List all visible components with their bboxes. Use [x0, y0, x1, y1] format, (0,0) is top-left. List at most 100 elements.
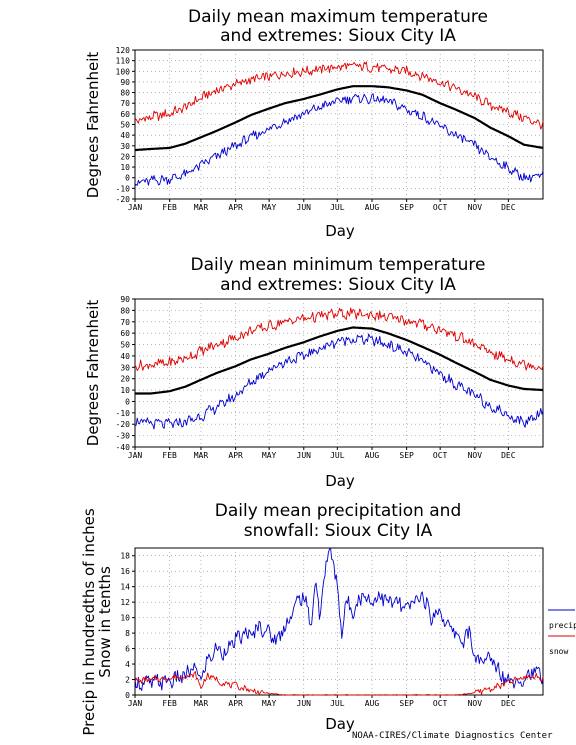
series-mean-line	[135, 85, 544, 152]
y-tick-label: 80	[120, 306, 130, 315]
x-tick-label: SEP	[399, 699, 414, 708]
chart-title-line-1: Daily mean minimum temperature	[191, 255, 486, 275]
x-tick-label: OCT	[433, 203, 448, 212]
plot-area-precip: 0 2 4 6 8 10 12 14 16 18 JAN FEB MAR APR MAY JUN JUL AUG S…	[120, 547, 544, 708]
series-mean-line	[135, 326, 544, 395]
x-tick-label: AUG	[365, 203, 380, 212]
y-tick-label: 90	[120, 295, 130, 304]
y-axis-label-line-2: Snow in tenths	[96, 566, 114, 678]
chart-title-line-1: Daily mean maximum temperature	[188, 7, 488, 27]
y-tick-label: -20	[116, 420, 131, 429]
x-axis-label: Day	[325, 222, 355, 240]
plot-frame	[134, 547, 544, 696]
y-tick-label: 30	[120, 142, 130, 151]
x-tick-label: DEC	[501, 203, 516, 212]
plot-frame	[134, 298, 544, 448]
y-tick-label: 70	[120, 99, 130, 108]
x-tick-label: OCT	[433, 699, 448, 708]
y-tick-label: -20	[116, 195, 131, 204]
x-tick-label: APR	[228, 203, 243, 212]
y-tick-label: 18	[120, 552, 130, 561]
panel-precipitation: Daily mean precipitation and snowfall: S…	[80, 501, 576, 736]
x-tick-label: APR	[228, 699, 243, 708]
x-tick-label: MAY	[262, 203, 277, 212]
x-tick-label: JUL	[330, 699, 345, 708]
plot-area-min: -40 -30 -20 -10 0 10 20 30 40 50 60 70 80 90 JAN FEB MAR…	[116, 295, 544, 460]
y-tick-label: 100	[116, 67, 131, 76]
series-snow-line	[134, 671, 544, 696]
y-tick-label: 60	[120, 110, 130, 119]
x-tick-label: JUN	[297, 699, 312, 708]
y-tick-label: 10	[120, 163, 130, 172]
x-tick-label: DEC	[501, 451, 516, 460]
panel-min-temperature: Daily mean minimum temperature and extre…	[84, 255, 544, 490]
series-record-low-line	[134, 333, 544, 430]
x-tick-label: MAR	[194, 451, 209, 460]
y-tick-label: 16	[120, 567, 130, 576]
y-tick-label: 10	[120, 614, 130, 623]
y-tick-label: 120	[116, 46, 131, 55]
y-tick-label: 10	[120, 386, 130, 395]
legend-label-snow: snow	[549, 647, 568, 656]
chart-title-line-1: Daily mean precipitation and	[215, 501, 462, 521]
panel-max-temperature: Daily mean maximum temperature and extre…	[84, 7, 544, 240]
y-tick-label: -10	[116, 184, 131, 193]
series-precip-line	[134, 547, 544, 691]
x-tick-label: SEP	[399, 203, 414, 212]
x-tick-label: MAR	[194, 203, 209, 212]
x-tick-label: NOV	[468, 451, 483, 460]
y-tick-label: 0	[125, 691, 130, 700]
y-tick-label: 0	[125, 397, 130, 406]
x-tick-label: MAY	[262, 699, 277, 708]
y-axis-label-line-1: Precip in hundredths of inches	[80, 508, 98, 735]
y-tick-label: 30	[120, 363, 130, 372]
series-record-high-line	[134, 61, 544, 130]
y-tick-label: 20	[120, 375, 130, 384]
chart-title-line-2: snowfall: Sioux City IA	[244, 521, 433, 541]
y-tick-label: 40	[120, 352, 130, 361]
y-tick-label: 50	[120, 341, 130, 350]
x-tick-label: JUL	[330, 203, 345, 212]
legend-label-precip: precip	[549, 621, 576, 630]
x-tick-label: DEC	[501, 699, 516, 708]
x-tick-label: JAN	[128, 203, 143, 212]
x-tick-label: APR	[228, 451, 243, 460]
y-tick-label: 90	[120, 78, 130, 87]
chart-title-line-2: and extremes: Sioux City IA	[220, 26, 456, 46]
x-tick-label: FEB	[162, 451, 177, 460]
legend: precip snow	[548, 609, 576, 656]
y-tick-label: 2	[125, 676, 130, 685]
y-axis-label: Degrees Fahrenheit	[84, 300, 102, 447]
y-tick-label: 70	[120, 318, 130, 327]
y-tick-label: 6	[125, 645, 130, 654]
series-record-low-line	[134, 93, 544, 187]
x-axis-label: Day	[325, 715, 355, 733]
y-tick-label: 80	[120, 89, 130, 98]
y-tick-label: 110	[116, 57, 131, 66]
y-tick-label: -30	[116, 432, 131, 441]
x-tick-label: JUL	[330, 451, 345, 460]
y-tick-label: 8	[125, 629, 130, 638]
y-tick-label: -40	[116, 443, 131, 452]
x-tick-label: SEP	[399, 451, 414, 460]
y-tick-label: 50	[120, 121, 130, 130]
y-tick-label: 40	[120, 131, 130, 140]
x-tick-label: OCT	[433, 451, 448, 460]
y-tick-label: 14	[120, 583, 130, 592]
x-tick-label: NOV	[468, 203, 483, 212]
y-axis-label: Degrees Fahrenheit	[84, 52, 102, 199]
x-tick-label: JAN	[128, 699, 143, 708]
x-tick-label: FEB	[162, 203, 177, 212]
series-record-high-line	[134, 307, 544, 371]
y-tick-label: -10	[116, 409, 131, 418]
y-tick-label: 4	[125, 660, 130, 669]
y-tick-label: 20	[120, 152, 130, 161]
x-tick-label: MAR	[194, 699, 209, 708]
y-tick-label: 60	[120, 329, 130, 338]
x-axis-label: Day	[325, 472, 355, 490]
x-tick-label: AUG	[365, 699, 380, 708]
chart-title-line-2: and extremes: Sioux City IA	[220, 275, 456, 295]
x-tick-label: NOV	[468, 699, 483, 708]
